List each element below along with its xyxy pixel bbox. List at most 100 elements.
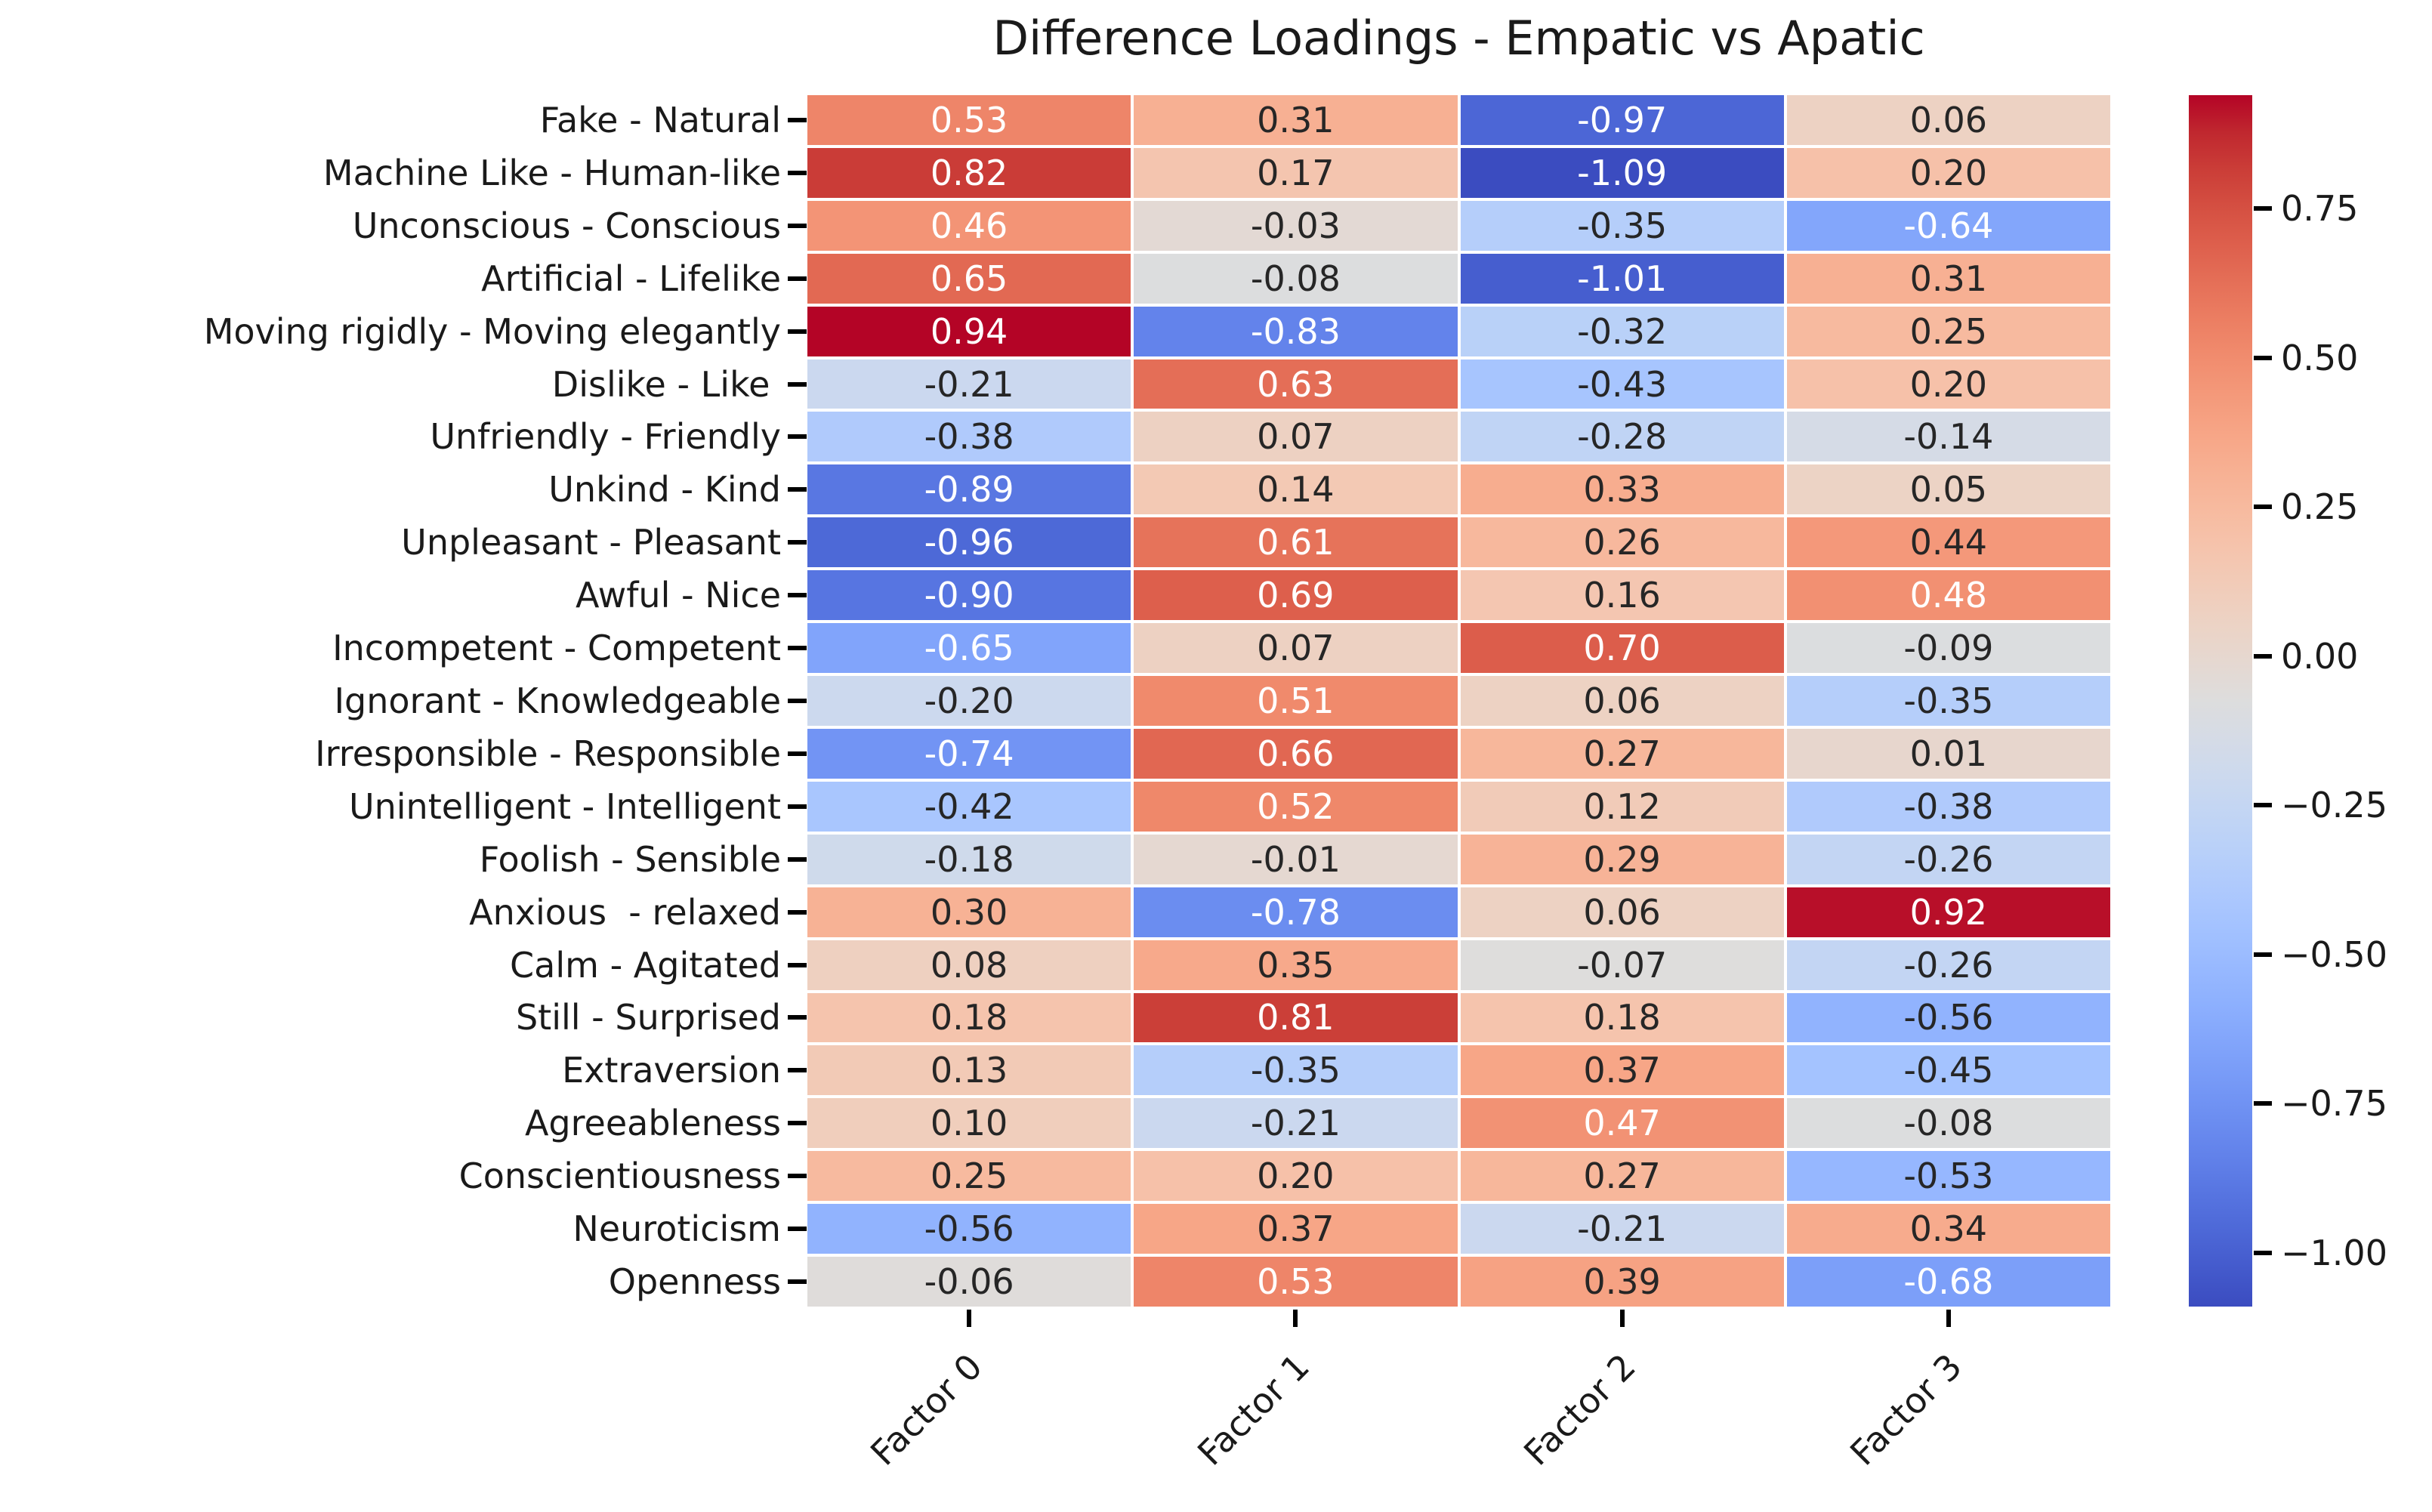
heatmap-cell: 0.25	[1786, 306, 2110, 356]
heatmap-cell: 0.27	[1460, 1151, 1784, 1202]
heatmap-cell: -0.83	[1134, 306, 1458, 356]
heatmap-cell: 0.29	[1460, 834, 1784, 884]
row-label: Incompetent - Competent	[332, 628, 781, 669]
heatmap-cell: 0.37	[1460, 1045, 1784, 1096]
row-label: Still - Surprised	[515, 997, 781, 1038]
row-label: Unconscious - Conscious	[352, 205, 781, 246]
x-tick-mark	[1946, 1310, 1951, 1327]
y-tick-mark	[788, 381, 807, 387]
x-tick-label: Factor 1	[1189, 1346, 1317, 1473]
colorbar-gradient	[2189, 95, 2252, 1307]
heatmap-cell: 0.18	[807, 992, 1131, 1043]
heatmap-cell: -0.01	[1134, 834, 1458, 884]
colorbar-tick-mark	[2254, 505, 2272, 510]
colorbar-tick-mark	[2254, 1101, 2272, 1106]
heatmap-cell: 0.81	[1134, 992, 1458, 1043]
colorbar-tick-mark	[2254, 952, 2272, 957]
heatmap-cell: 0.18	[1460, 992, 1784, 1043]
heatmap-cell: -0.56	[807, 1204, 1131, 1254]
heatmap-cell: -0.08	[1134, 253, 1458, 304]
y-tick-mark	[788, 699, 807, 703]
heatmap-cell: 0.94	[807, 306, 1131, 356]
y-tick-mark	[788, 1174, 807, 1179]
colorbar-tick-mark	[2254, 355, 2272, 360]
y-tick-mark	[788, 856, 807, 862]
colorbar-tick-mark	[2254, 1250, 2272, 1255]
heatmap-cell: 0.53	[807, 95, 1131, 145]
colorbar-tick-label: 0.00	[2281, 635, 2359, 677]
heatmap-cell: -0.90	[807, 570, 1131, 621]
heatmap-cell: -0.74	[807, 728, 1131, 779]
row-label: Openness	[608, 1261, 781, 1303]
heatmap-cell: -0.45	[1786, 1045, 2110, 1096]
heatmap-cell: -0.06	[807, 1257, 1131, 1307]
heatmap-cell: -0.89	[807, 464, 1131, 515]
colorbar-tick-label: 0.50	[2281, 337, 2359, 378]
y-tick-mark	[788, 751, 807, 756]
heatmap-cell: -0.56	[1786, 992, 2110, 1043]
x-tick-label: Factor 2	[1516, 1346, 1643, 1473]
heatmap-cell: 0.12	[1460, 781, 1784, 832]
heatmap-cell: 0.07	[1134, 412, 1458, 462]
heatmap-cell: -0.28	[1460, 412, 1784, 462]
heatmap-cell: -0.97	[1460, 95, 1784, 145]
colorbar-tick-mark	[2254, 653, 2272, 659]
heatmap-cell: -0.14	[1786, 412, 2110, 462]
heatmap-cell: -1.09	[1460, 147, 1784, 198]
y-tick-mark	[788, 1015, 807, 1020]
heatmap-cell: 0.14	[1134, 464, 1458, 515]
heatmap-cell: 0.47	[1460, 1098, 1784, 1149]
y-tick-mark	[788, 804, 807, 809]
heatmap-cell: -0.21	[1460, 1204, 1784, 1254]
heatmap-cell: -0.78	[1134, 887, 1458, 937]
heatmap-cell: -1.01	[1460, 253, 1784, 304]
heatmap-cell: 0.70	[1460, 623, 1784, 674]
heatmap-cell: 0.20	[1786, 147, 2110, 198]
heatmap-cell: 0.33	[1460, 464, 1784, 515]
heatmap-cell: 0.63	[1134, 359, 1458, 409]
heatmap-cell: 0.48	[1786, 570, 2110, 621]
y-tick-mark	[788, 909, 807, 915]
y-tick-mark	[788, 117, 807, 122]
colorbar-tick-label: −0.50	[2281, 933, 2387, 975]
heatmap-cell: 0.31	[1786, 253, 2110, 304]
heatmap-cell: -0.07	[1460, 940, 1784, 990]
x-tick-mark	[1619, 1310, 1625, 1327]
heatmap-cell: 0.92	[1786, 887, 2110, 937]
chart-title: Difference Loadings - Empatic vs Apatic	[992, 11, 1925, 66]
row-label: Moving rigidly - Moving elegantly	[203, 310, 781, 352]
row-label: Conscientiousness	[458, 1156, 781, 1197]
colorbar-tick-label: −1.00	[2281, 1232, 2387, 1273]
heatmap-cell: 0.61	[1134, 517, 1458, 568]
heatmap-cell: -0.42	[807, 781, 1131, 832]
y-tick-mark	[788, 487, 807, 492]
heatmap-cell: -0.32	[1460, 306, 1784, 356]
colorbar-tick-label: 0.25	[2281, 486, 2359, 528]
colorbar-tick-mark	[2254, 206, 2272, 211]
x-tick-mark	[1293, 1310, 1298, 1327]
colorbar-tick-label: 0.75	[2281, 188, 2359, 230]
heatmap-cell: 0.06	[1460, 676, 1784, 726]
row-label: Unkind - Kind	[548, 469, 781, 511]
y-tick-mark	[788, 1068, 807, 1073]
heatmap-grid: 0.53 0.31 -0.97 0.06 0.82 0.17 -1.09 0.20 0.46 -0…	[807, 95, 2110, 1307]
y-tick-mark	[788, 223, 807, 228]
heatmap-cell: 0.46	[807, 200, 1131, 251]
y-tick-mark	[788, 593, 807, 598]
heatmap-cell: -0.20	[807, 676, 1131, 726]
y-tick-mark	[788, 1227, 807, 1232]
heatmap-cell: 0.52	[1134, 781, 1458, 832]
heatmap-cell: -0.09	[1786, 623, 2110, 674]
heatmap-cell: 0.07	[1134, 623, 1458, 674]
y-tick-mark	[788, 434, 807, 440]
heatmap-cell: 0.20	[1786, 359, 2110, 409]
heatmap-cell: -0.43	[1460, 359, 1784, 409]
heatmap-cell: 0.08	[807, 940, 1131, 990]
heatmap-cell: 0.51	[1134, 676, 1458, 726]
heatmap-cell: 0.06	[1786, 95, 2110, 145]
heatmap-cell: 0.26	[1460, 517, 1784, 568]
y-axis-labels: Fake - Natural Machine Like - Human-like U…	[0, 95, 781, 1307]
y-tick-mark	[788, 646, 807, 651]
row-label: Awful - Nice	[576, 575, 781, 616]
heatmap-cell: 0.10	[807, 1098, 1131, 1149]
